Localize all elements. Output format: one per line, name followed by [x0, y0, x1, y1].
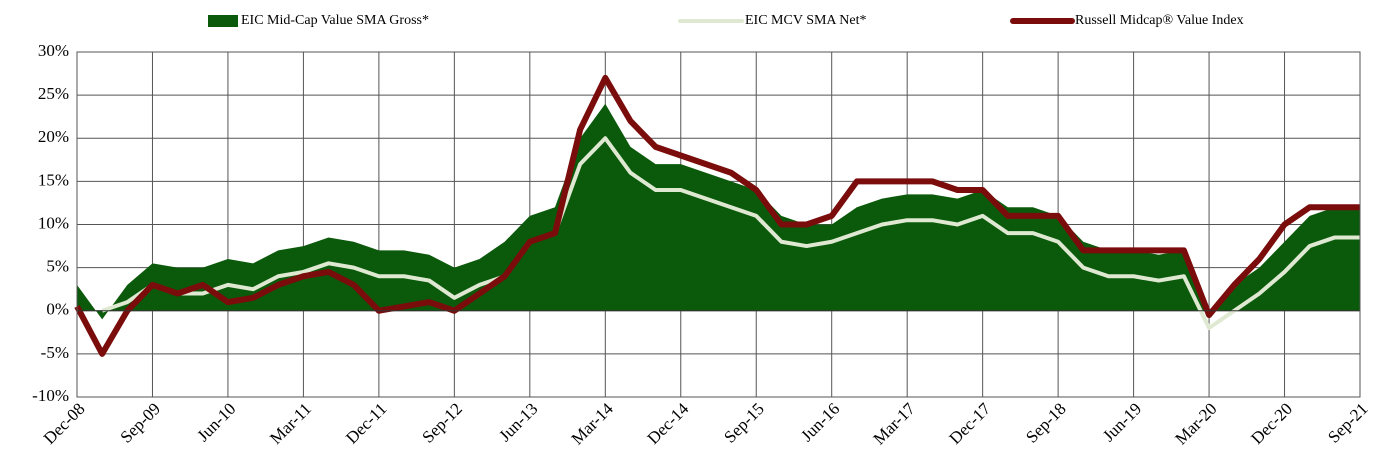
x-tick-label: Sep-12	[418, 399, 465, 446]
line	[74, 74, 1360, 357]
x-tick-label: Jun-10	[193, 399, 239, 445]
x-tick-label: Jun-13	[495, 399, 541, 445]
x-tick-label: Sep-09	[117, 399, 164, 446]
x-tick-label: Dec-17	[945, 399, 994, 448]
x-tick-label: Mar-11	[266, 399, 315, 448]
line	[101, 136, 1360, 330]
x-tick-label: Jun-16	[797, 399, 843, 445]
y-tick-label: -5%	[41, 343, 69, 362]
x-tick-label: Sep-21	[1324, 399, 1371, 446]
x-tick-label: Dec-14	[644, 399, 693, 448]
x-tick-label: Mar-14	[568, 399, 618, 449]
plot-frame	[76, 51, 1361, 398]
legend-label: EIC MCV SMA Net*	[745, 13, 866, 28]
y-tick-label: 0%	[46, 300, 69, 319]
x-tick-label: Jun-19	[1099, 399, 1145, 445]
x-tick-label: Dec-08	[40, 399, 89, 448]
y-tick-label: 10%	[38, 213, 69, 232]
x-tick-label: Dec-11	[342, 399, 390, 447]
x-tick-label: Sep-15	[720, 399, 767, 446]
y-tick-label: 15%	[38, 170, 69, 189]
x-tick-label: Mar-20	[1171, 399, 1220, 448]
y-tick-label: 20%	[38, 127, 69, 146]
y-tick-label: 25%	[38, 84, 69, 103]
legend-label: EIC Mid-Cap Value SMA Gross*	[241, 13, 429, 28]
legend-label: Russell Midcap® Value Index	[1075, 13, 1244, 28]
y-tick-label: -10%	[32, 386, 69, 405]
x-tick-label: Dec-20	[1247, 399, 1296, 448]
area	[77, 103, 1360, 320]
y-tick-label: 5%	[46, 257, 69, 276]
y-tick-label: 30%	[38, 41, 69, 60]
x-tick-label: Mar-17	[870, 399, 920, 449]
x-tick-label: Sep-18	[1022, 399, 1069, 446]
legend-swatch	[208, 15, 238, 27]
